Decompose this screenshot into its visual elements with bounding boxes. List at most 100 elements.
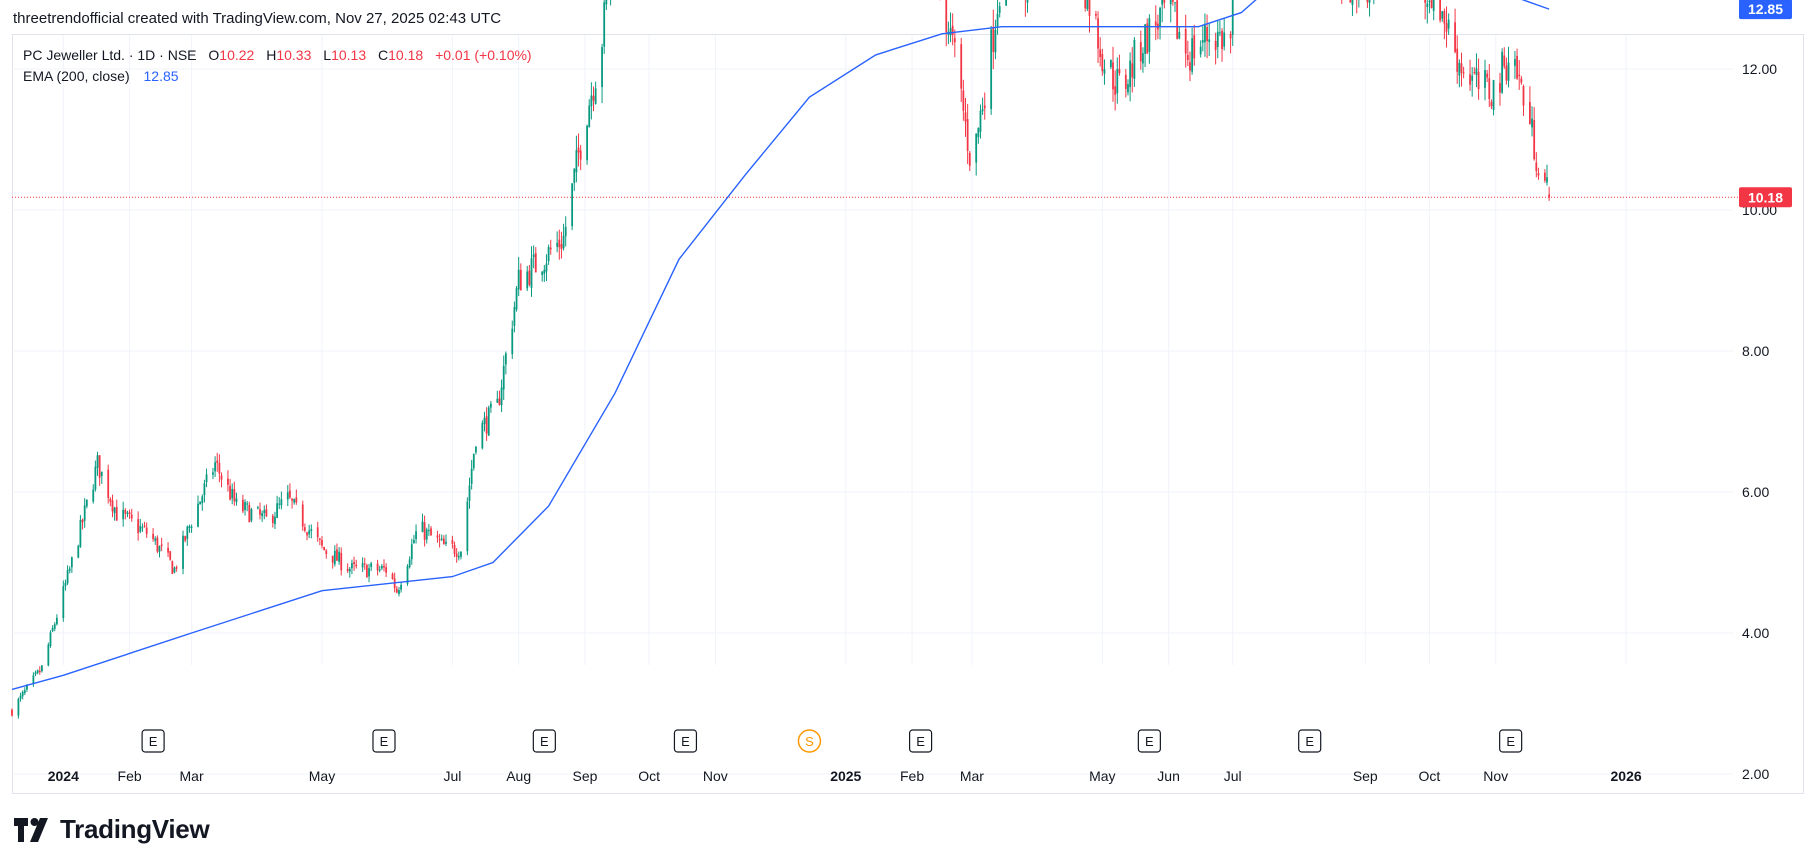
candle-body — [1221, 30, 1223, 50]
candle-body — [1531, 118, 1533, 128]
candle-body — [1462, 72, 1465, 74]
candle-body — [205, 474, 208, 483]
candle-body — [361, 563, 364, 568]
candle-body — [573, 168, 576, 183]
candle-body — [77, 545, 80, 558]
symbol-title[interactable]: PC Jeweller Ltd. · 1D · NSE — [23, 47, 197, 63]
candle-body — [355, 564, 358, 567]
earnings-marker-box — [1137, 729, 1161, 753]
candle-body — [945, 0, 948, 33]
candle-body — [966, 119, 969, 151]
candle-body — [113, 507, 116, 514]
time-tick-label: Feb — [900, 768, 924, 784]
open-value: 10.22 — [219, 47, 255, 63]
candle-body — [26, 684, 28, 690]
candle-body — [592, 95, 595, 101]
candle-body — [41, 665, 43, 672]
earnings-event-marker[interactable]: E — [909, 729, 933, 753]
candle-body — [489, 403, 492, 408]
candle-body — [203, 483, 206, 496]
candle-body — [197, 503, 199, 527]
candle-body — [1426, 3, 1429, 8]
candle-body — [430, 528, 432, 536]
candle-body — [111, 500, 114, 512]
candle-body — [1169, 0, 1172, 5]
candle-body — [318, 538, 321, 540]
candle-body — [504, 353, 507, 365]
candle-body — [1139, 42, 1142, 62]
candle-body — [1501, 51, 1504, 93]
candle-body — [190, 526, 193, 528]
ema-indicator-label[interactable]: EMA (200, close) — [23, 68, 130, 84]
candle-body — [968, 152, 971, 166]
candle-body — [220, 475, 223, 480]
candle-body — [588, 105, 591, 128]
last-price-badge-bg — [1739, 187, 1792, 208]
candle-body — [1161, 0, 1164, 5]
candle-body — [436, 535, 439, 538]
candle-body — [605, 0, 608, 5]
candle-body — [1231, 0, 1234, 35]
candle-body — [949, 28, 952, 36]
candle-body — [400, 584, 402, 590]
candle-body — [1443, 11, 1446, 24]
candle-body — [1131, 63, 1134, 78]
candle-body — [468, 485, 471, 501]
open-label: O — [208, 47, 220, 63]
candle-body — [331, 555, 334, 563]
candle-body — [1112, 62, 1114, 90]
candle-body — [1026, 0, 1029, 3]
split-event-marker[interactable]: S — [797, 729, 822, 753]
candle-body — [460, 551, 462, 557]
candle-body — [96, 455, 99, 468]
earnings-marker-box — [673, 729, 698, 753]
candle-body — [1229, 34, 1232, 39]
candle-body — [1154, 21, 1157, 26]
time-tick-label: Jul — [1224, 768, 1242, 784]
candle-body — [1533, 120, 1536, 160]
tradingview-logo[interactable]: TradingView — [14, 814, 210, 845]
candle-body — [545, 263, 548, 272]
candle-body — [169, 551, 172, 560]
candle-body — [100, 471, 103, 476]
candle-body — [23, 690, 26, 693]
candle-body — [981, 109, 984, 112]
candle-body — [1124, 74, 1127, 89]
candle-body — [543, 269, 546, 274]
candle-body — [1219, 32, 1221, 34]
candle-body — [1097, 18, 1099, 49]
candle-body — [1439, 0, 1442, 21]
candle-body — [126, 512, 129, 514]
candle-body — [286, 492, 289, 500]
earnings-event-marker[interactable]: E — [673, 729, 698, 753]
candle-body — [413, 540, 415, 543]
candle-body — [1005, 0, 1008, 6]
candle-body — [1118, 69, 1121, 74]
price-tick-label: 2.00 — [1742, 766, 1769, 782]
earnings-event-marker[interactable]: E — [532, 729, 556, 753]
candle-body — [1432, 0, 1435, 11]
earnings-event-marker[interactable]: E — [1298, 729, 1322, 753]
candle-body — [186, 526, 189, 539]
candle-body — [1499, 83, 1501, 93]
earnings-event-marker[interactable]: E — [141, 729, 165, 753]
earnings-marker-box — [1298, 729, 1322, 753]
earnings-event-marker[interactable]: E — [1137, 729, 1161, 753]
candle-body — [1349, 0, 1352, 3]
candle-body — [188, 526, 191, 529]
price-tick-label: 12.00 — [1742, 61, 1777, 77]
candle-body — [1159, 7, 1161, 27]
candle-body — [244, 502, 246, 510]
candle-body — [421, 521, 424, 533]
earnings-event-marker[interactable]: E — [372, 729, 396, 753]
ema-indicator-value: 12.85 — [143, 68, 179, 84]
candle-body — [229, 485, 231, 500]
candle-body — [263, 510, 266, 514]
earnings-event-marker[interactable]: E — [1499, 729, 1523, 753]
candle-body — [451, 540, 454, 544]
candle-body — [55, 617, 58, 625]
candle-body — [1484, 70, 1486, 88]
candle-body — [395, 588, 398, 593]
candle-body — [534, 253, 537, 273]
